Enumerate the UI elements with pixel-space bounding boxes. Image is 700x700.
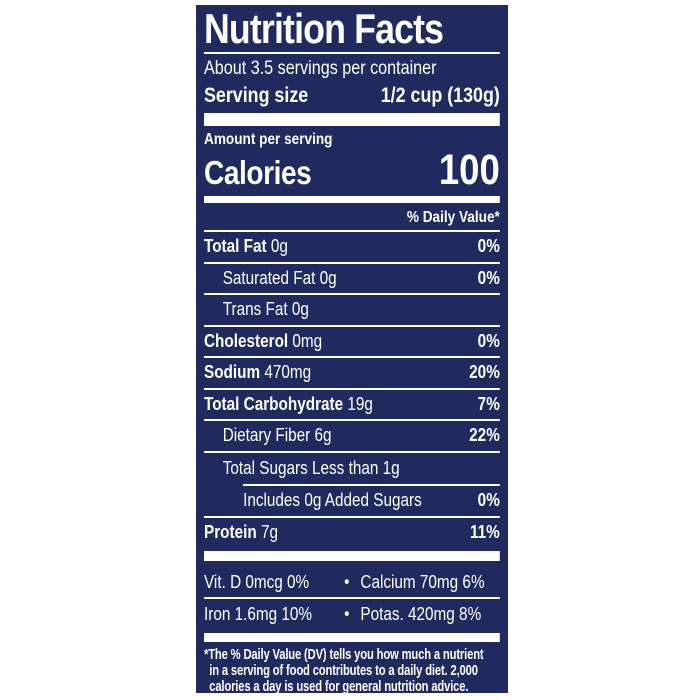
nutrient-amount: 0g: [270, 236, 288, 257]
micronutrient-right: Potas. 420mg 8%: [360, 603, 482, 624]
medium-divider-bar: [204, 196, 500, 203]
nutrient-dv: 20%: [469, 362, 500, 383]
nutrient-dv: 0%: [477, 236, 500, 257]
nutrient-name: Trans Fat: [222, 299, 288, 320]
bullet-separator: •: [344, 603, 350, 623]
nutrient-dv: 0%: [477, 330, 500, 351]
nutrient-row-added-sugars: Includes 0g Added Sugars 0%: [204, 486, 500, 518]
calories-row: Calories 100: [204, 146, 500, 194]
nutrient-amount: 0g: [291, 299, 309, 320]
nutrient-amount: Less than 1g: [312, 457, 400, 478]
indented-divider: [243, 484, 500, 486]
calories-value: 100: [438, 146, 500, 194]
footnote-line: *The % Daily Value (DV) tells you how mu…: [204, 645, 484, 663]
micronutrient-left: Vit. D 0mcg 0%: [204, 571, 310, 592]
nutrient-name: Total Carbohydrate: [204, 393, 344, 414]
thick-divider-bar: [204, 632, 500, 642]
nutrient-amount: 0mg: [292, 330, 323, 351]
nutrient-dv: 0%: [477, 267, 500, 288]
nutrient-row-saturated-fat: Saturated Fat 0g 0%: [204, 264, 500, 295]
nutrient-name: Total Sugars: [222, 457, 308, 478]
amount-per-serving-label: Amount per serving: [204, 131, 333, 148]
nutrient-row-cholesterol: Cholesterol 0mg 0%: [204, 327, 500, 358]
thick-divider-bar: [204, 550, 500, 561]
serving-size-value: 1/2 cup (130g): [380, 84, 500, 107]
nutrient-amount: 19g: [347, 393, 373, 414]
nutrient-row-protein: Protein 7g 11%: [204, 518, 500, 548]
nutrient-dv: 11%: [470, 522, 500, 542]
thick-divider-bar: [204, 113, 500, 126]
serving-size-row: Serving size 1/2 cup (130g): [204, 81, 500, 110]
serving-size-label: Serving size: [204, 84, 309, 107]
nutrient-row-dietary-fiber: Dietary Fiber 6g 22%: [204, 421, 500, 453]
nutrient-dv: 0%: [477, 490, 500, 511]
nutrient-name: Protein: [204, 522, 257, 542]
calories-label: Calories: [204, 154, 312, 191]
nutrient-amount: 7g: [260, 522, 278, 542]
micronutrient-right: Calcium 70mg 6%: [360, 571, 485, 592]
label-content: Nutrition Facts About 3.5 servings per c…: [204, 7, 500, 693]
nutrient-row-trans-fat: Trans Fat 0g: [204, 295, 500, 327]
nutrient-row-total-sugars: Total Sugars Less than 1g: [204, 453, 500, 485]
footnote-line: calories a day is used for general nutri…: [209, 677, 469, 693]
nutrient-name: Dietary Fiber: [222, 425, 311, 446]
nutrient-amount: 470mg: [264, 362, 312, 383]
servings-per-container: About 3.5 servings per container: [204, 58, 437, 79]
nutrient-name: Sodium: [204, 362, 261, 383]
micronutrient-left: Iron 1.6mg 10%: [204, 603, 313, 624]
nutrient-name: Total Fat: [204, 236, 267, 257]
nutrient-row-total-carbohydrate: Total Carbohydrate 19g 7%: [204, 390, 500, 421]
nutrient-row-total-fat: Total Fat 0g 0%: [204, 232, 500, 264]
nutrient-dv: 7%: [477, 393, 500, 414]
nutrient-name: Saturated Fat: [222, 267, 316, 288]
bullet-separator: •: [344, 571, 350, 591]
label-title: Nutrition Facts: [204, 7, 500, 54]
nutrient-row-sodium: Sodium 470mg 20%: [204, 358, 500, 390]
nutrient-amount: 0g: [319, 267, 337, 288]
micronutrient-row-1: Vit. D 0mcg 0% • Calcium 70mg 6%: [204, 567, 500, 599]
daily-value-header: % Daily Value*: [204, 206, 500, 232]
micronutrient-row-2: Iron 1.6mg 10% • Potas. 420mg 8%: [204, 599, 500, 629]
nutrient-name: Cholesterol: [204, 330, 289, 351]
nutrient-dv: 22%: [469, 425, 500, 446]
footnote-line: in a serving of food contributes to a da…: [209, 661, 478, 679]
nutrient-amount: 6g: [314, 425, 332, 446]
nutrient-name: Includes 0g Added Sugars: [243, 490, 422, 511]
daily-value-footnote: *The % Daily Value (DV) tells you how mu…: [204, 645, 499, 693]
nutrition-facts-panel: Nutrition Facts About 3.5 servings per c…: [196, 5, 508, 693]
